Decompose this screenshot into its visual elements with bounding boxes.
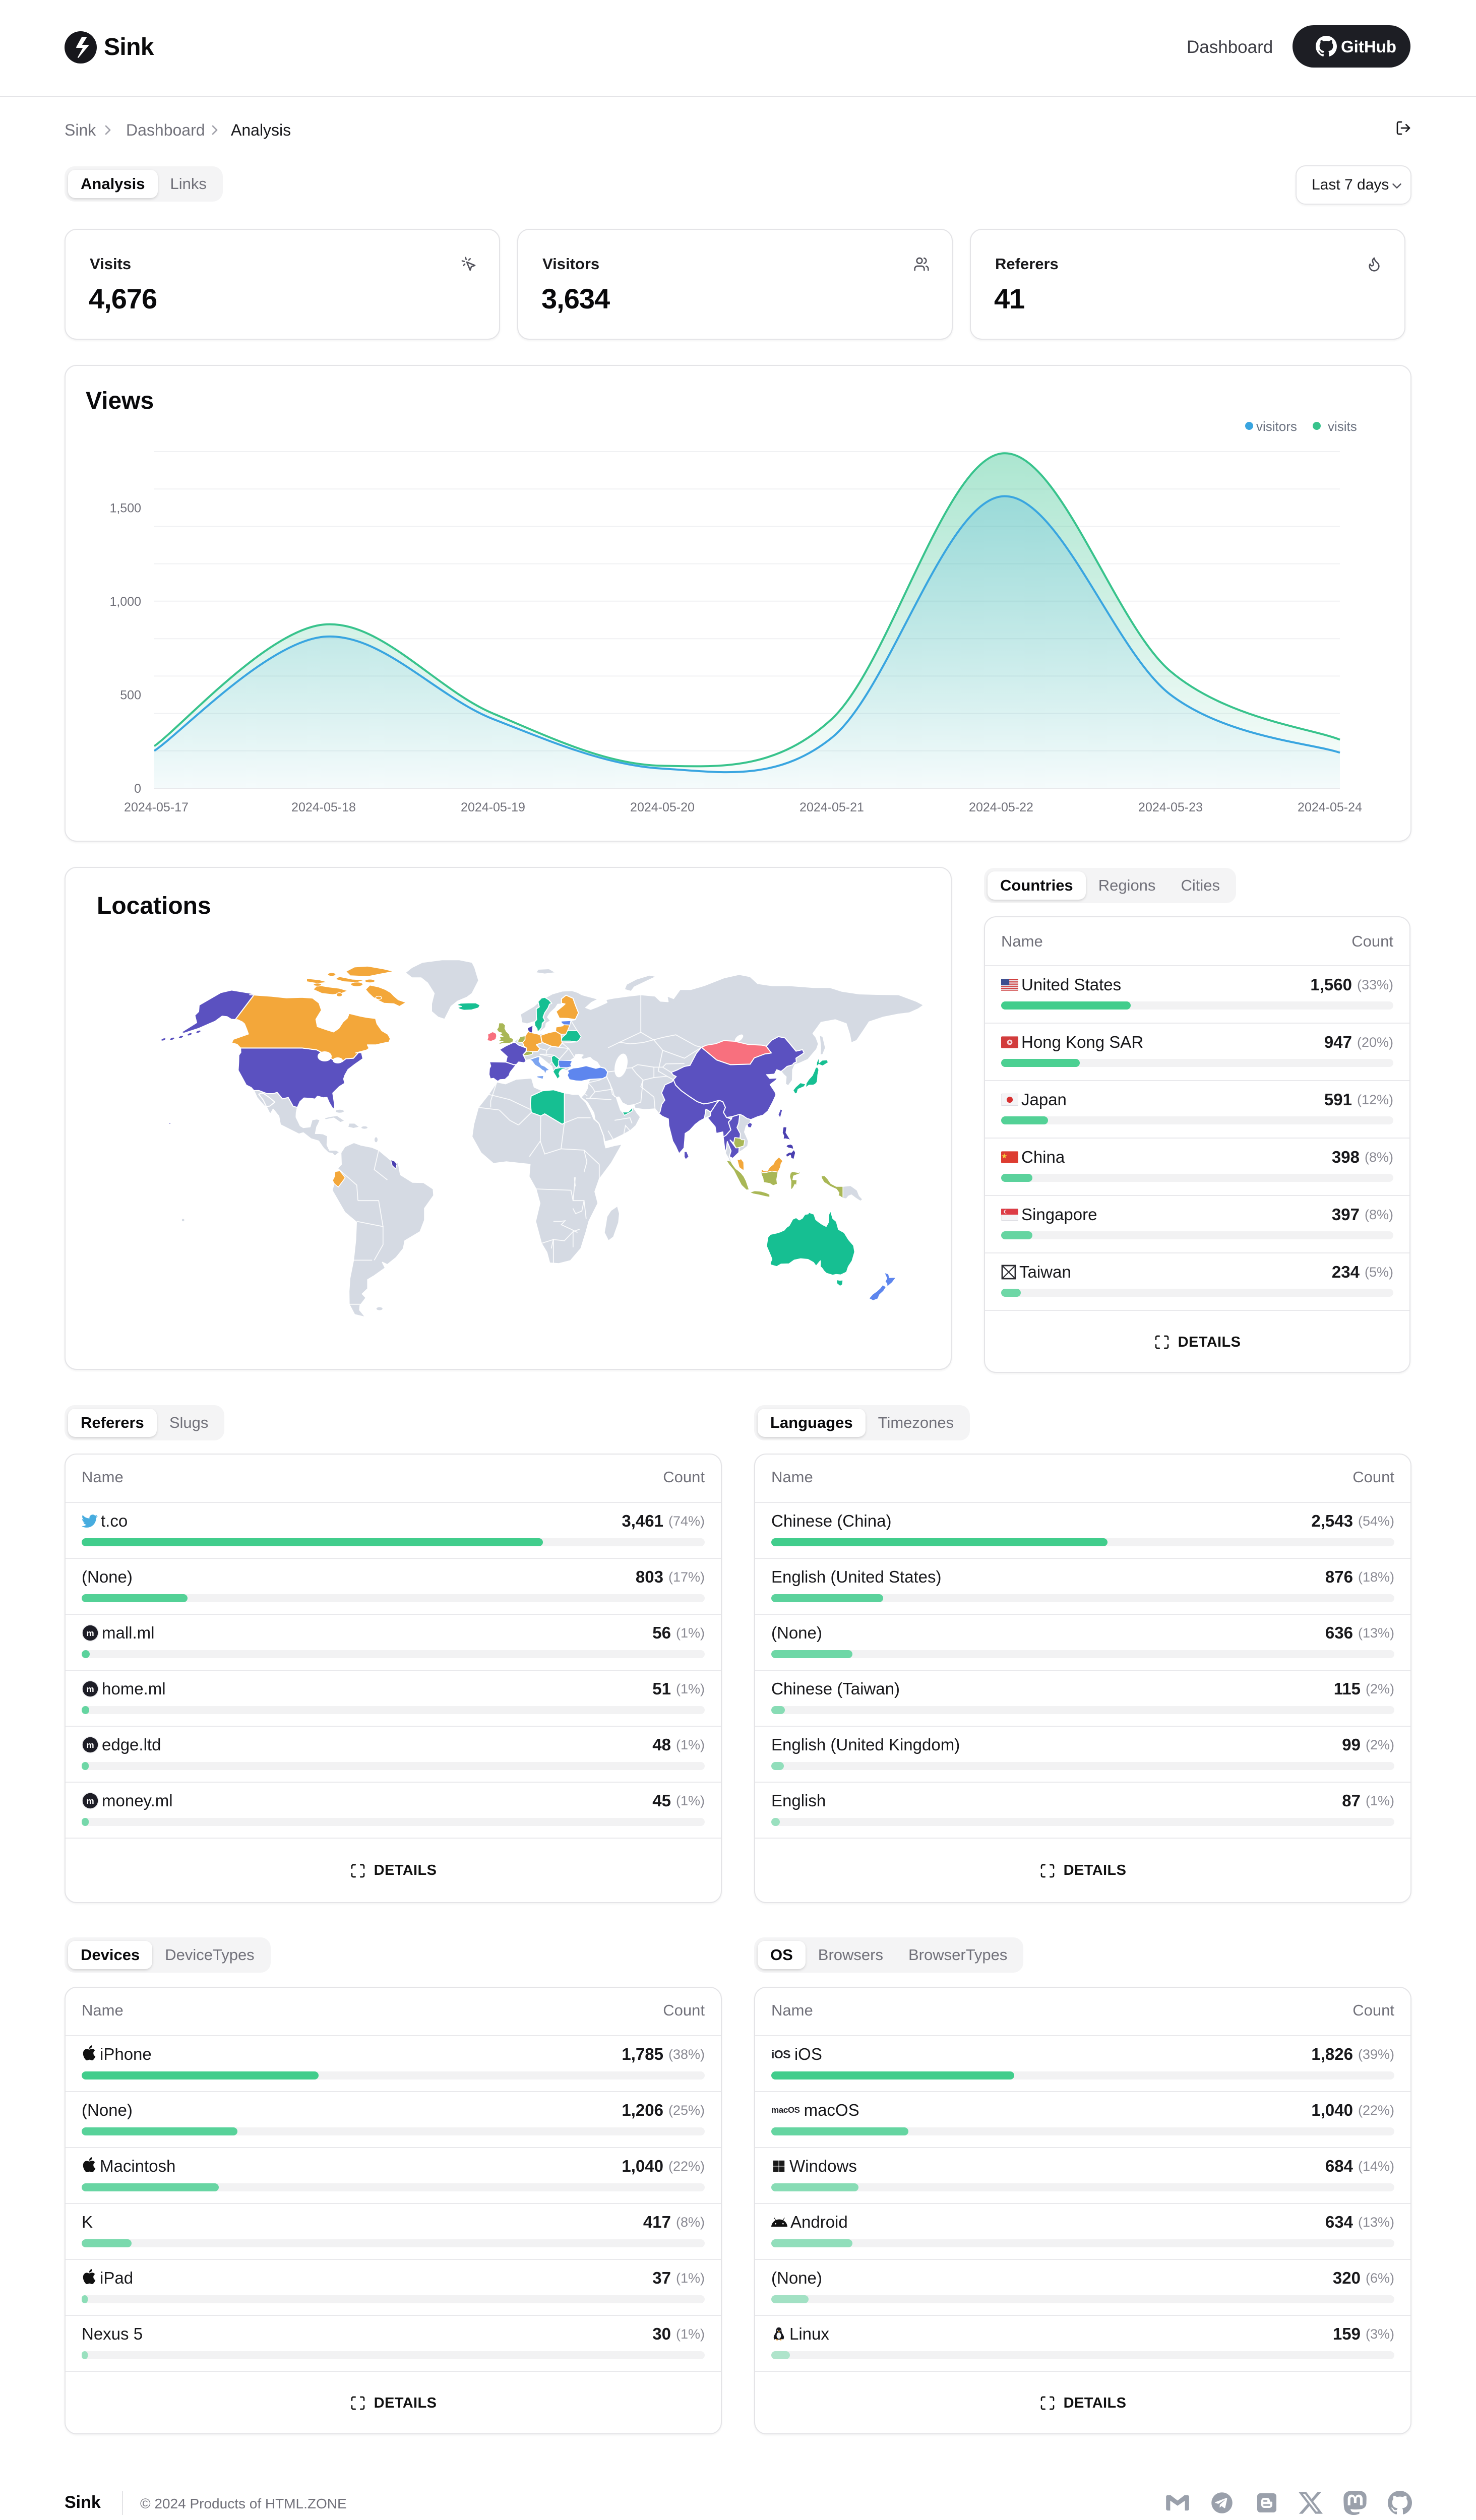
svg-text:2024-05-20: 2024-05-20 — [630, 800, 695, 814]
svg-text:2024-05-19: 2024-05-19 — [461, 800, 525, 814]
svg-text:2024-05-23: 2024-05-23 — [1138, 800, 1203, 814]
svg-text:m: m — [86, 1628, 94, 1638]
svg-text:1,500: 1,500 — [109, 501, 141, 515]
svg-text:m: m — [86, 1796, 94, 1806]
svg-text:2024-05-24: 2024-05-24 — [1298, 800, 1362, 814]
svg-text:2024-05-21: 2024-05-21 — [799, 800, 864, 814]
svg-text:0: 0 — [134, 782, 141, 796]
svg-text:m: m — [86, 1740, 94, 1750]
svg-text:2024-05-22: 2024-05-22 — [969, 800, 1033, 814]
svg-text:1,000: 1,000 — [109, 595, 141, 609]
svg-text:500: 500 — [120, 688, 141, 702]
svg-text:2024-05-17: 2024-05-17 — [124, 800, 189, 814]
svg-text:m: m — [86, 1684, 94, 1694]
svg-text:2024-05-18: 2024-05-18 — [291, 800, 356, 814]
